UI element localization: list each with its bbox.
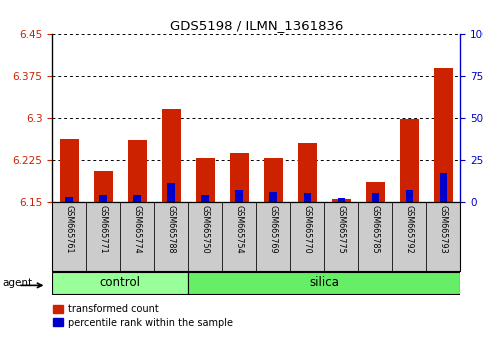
Bar (133, 195, 141, 202)
Bar (188, 272, 460, 294)
Bar (236, 190, 243, 202)
Bar (270, 192, 277, 202)
Title: GDS5198 / ILMN_1361836: GDS5198 / ILMN_1361836 (170, 19, 343, 33)
Text: GSM665793: GSM665793 (439, 205, 448, 254)
Bar (52, 272, 188, 294)
Bar (168, 183, 175, 202)
Text: GSM665792: GSM665792 (405, 205, 414, 254)
Text: agent: agent (2, 278, 32, 288)
Bar (338, 199, 345, 202)
Bar (256, 202, 290, 271)
Bar (99, 195, 107, 202)
Bar (332, 199, 351, 202)
Bar (230, 153, 249, 202)
Text: GSM665775: GSM665775 (337, 205, 346, 254)
Bar (60, 139, 79, 202)
Bar (371, 193, 379, 202)
Text: GSM665771: GSM665771 (99, 205, 108, 254)
Bar (298, 143, 316, 202)
Bar (94, 171, 113, 202)
Bar (440, 173, 447, 202)
Bar (120, 202, 154, 271)
Text: GSM665750: GSM665750 (201, 205, 210, 254)
Bar (290, 202, 324, 271)
Text: GSM665774: GSM665774 (133, 205, 142, 254)
Text: GSM665788: GSM665788 (167, 205, 176, 254)
Bar (264, 158, 283, 202)
Bar (154, 202, 188, 271)
Bar (128, 140, 146, 202)
Bar (426, 202, 460, 271)
Bar (303, 193, 311, 202)
Text: GSM665769: GSM665769 (269, 205, 278, 254)
Bar (366, 182, 384, 202)
Bar (400, 119, 419, 202)
Bar (52, 202, 86, 271)
Bar (434, 68, 453, 202)
Bar (324, 202, 358, 271)
Text: silica: silica (309, 276, 339, 289)
Bar (406, 190, 413, 202)
Text: GSM665770: GSM665770 (303, 205, 312, 254)
Bar (162, 109, 181, 202)
Text: GSM665761: GSM665761 (65, 205, 74, 254)
Bar (392, 202, 426, 271)
Bar (222, 202, 256, 271)
Text: GSM665754: GSM665754 (235, 205, 244, 254)
Text: control: control (99, 276, 141, 289)
Text: GSM665785: GSM665785 (371, 205, 380, 254)
Bar (188, 202, 222, 271)
Legend: transformed count, percentile rank within the sample: transformed count, percentile rank withi… (52, 303, 234, 329)
Bar (65, 197, 73, 202)
Bar (196, 158, 214, 202)
Bar (358, 202, 392, 271)
Bar (86, 202, 120, 271)
Bar (201, 195, 209, 202)
